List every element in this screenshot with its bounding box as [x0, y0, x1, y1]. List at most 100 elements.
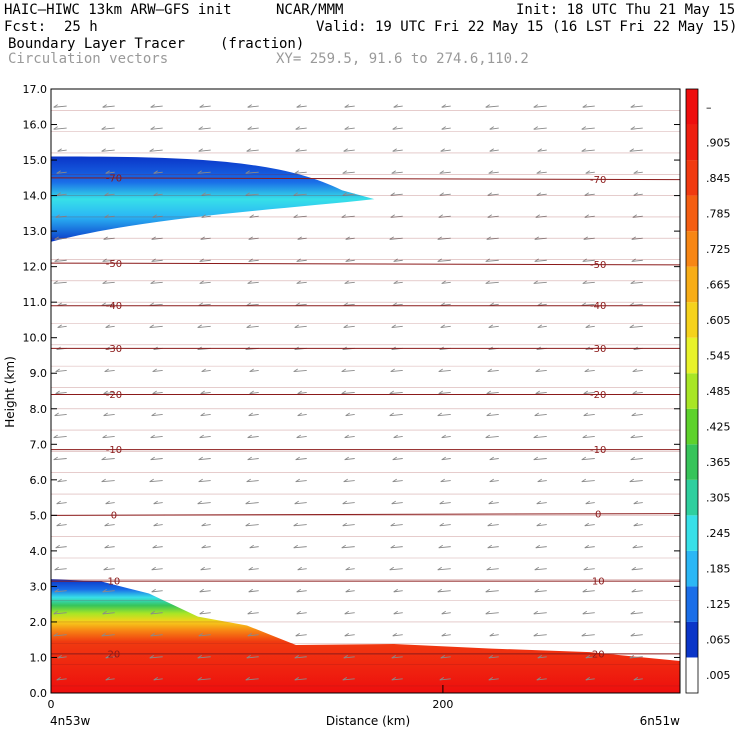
- vector-arrowhead: [439, 170, 444, 174]
- vector-arrowhead: [485, 610, 490, 615]
- vector-arrowhead: [200, 236, 205, 240]
- vector-arrowhead: [343, 478, 348, 483]
- colorbar-swatch: [686, 657, 698, 693]
- y-tick-label: 12.0: [23, 261, 48, 274]
- vector-arrow: [199, 436, 211, 439]
- vector-arrow: [389, 237, 403, 240]
- vector-arrowhead: [487, 522, 492, 527]
- vector-arrow: [392, 480, 403, 483]
- vector-arrowhead: [486, 566, 491, 571]
- vector-arrowhead: [152, 368, 157, 372]
- vector-arrowhead: [245, 677, 250, 681]
- vector-arrow: [150, 458, 163, 461]
- vector-arrowhead: [489, 148, 494, 152]
- vector-arrow: [246, 480, 259, 483]
- vector-arrowhead: [56, 170, 61, 174]
- vector-arrowhead: [631, 588, 637, 593]
- vector-arrowhead: [633, 677, 639, 681]
- vector-arrowhead: [633, 500, 639, 505]
- vector-arrow: [533, 436, 547, 439]
- colorbar-swatch: [686, 160, 698, 196]
- vector-arrow: [582, 612, 595, 615]
- vector-arrowhead: [393, 588, 398, 593]
- vector-arrow: [151, 414, 163, 417]
- vector-arrow: [342, 193, 355, 196]
- vector-arrow: [247, 105, 259, 108]
- vector-arrowhead: [344, 434, 349, 439]
- vector-arrow: [486, 568, 499, 571]
- vector-arrow: [295, 127, 307, 130]
- vector-arrow: [629, 656, 643, 659]
- vector-arrowhead: [535, 544, 540, 549]
- vector-arrowhead: [295, 632, 300, 637]
- vector-arrowhead: [533, 610, 538, 615]
- vector-arrowhead: [584, 368, 590, 372]
- vector-arrowhead: [392, 632, 397, 637]
- vector-arrow: [489, 127, 499, 130]
- vector-arrow: [201, 215, 211, 218]
- vector-arrowhead: [293, 368, 298, 372]
- vector-arrow: [630, 634, 643, 637]
- vector-arrowhead: [57, 324, 62, 328]
- valid-time: Valid: 19 UTC Fri 22 May 15 (16 LST Fri …: [316, 19, 738, 35]
- vector-arrow: [533, 458, 547, 461]
- vector-arrow: [343, 325, 355, 328]
- location-left: 4n53w: [50, 714, 91, 728]
- vector-arrowhead: [294, 324, 299, 328]
- vector-arrow: [389, 391, 403, 395]
- vector-arrowhead: [630, 610, 636, 615]
- vector-arrowhead: [294, 170, 299, 174]
- vector-arrow: [103, 391, 115, 395]
- vector-arrow: [393, 612, 403, 615]
- vector-arrowhead: [53, 104, 58, 108]
- vector-arrow: [534, 568, 547, 571]
- vector-arrowhead: [533, 280, 538, 284]
- vector-arrowhead: [248, 588, 253, 593]
- vector-arrow: [56, 678, 67, 681]
- vector-arrow: [629, 325, 643, 328]
- vector-arrow: [343, 149, 355, 152]
- vector-arrowhead: [583, 566, 589, 571]
- vector-arrowhead: [150, 104, 155, 108]
- vector-arrow: [581, 149, 595, 152]
- vector-arrowhead: [199, 434, 204, 439]
- vector-arrowhead: [246, 654, 251, 659]
- vector-arrow: [247, 127, 259, 130]
- vector-arrowhead: [102, 610, 107, 615]
- vector-arrow: [487, 193, 499, 196]
- vector-arrow: [392, 149, 403, 152]
- vector-arrowhead: [149, 654, 154, 659]
- vector-arrow: [392, 458, 403, 461]
- vector-arrow: [341, 546, 355, 549]
- vector-arrowhead: [486, 390, 491, 394]
- vector-arrowhead: [249, 214, 254, 218]
- vector-arrow: [342, 502, 355, 505]
- vector-arrowhead: [487, 214, 492, 218]
- vector-arrow: [583, 568, 595, 571]
- colorbar-level-label: –: [706, 101, 712, 114]
- vector-arrow: [103, 237, 115, 240]
- vector-arrow: [342, 678, 355, 681]
- vector-arrowhead: [392, 126, 397, 130]
- vector-arrowhead: [247, 126, 252, 130]
- vector-arrow: [533, 634, 547, 637]
- vector-arrow: [582, 259, 595, 262]
- vector-arrowhead: [248, 258, 253, 262]
- vector-arrowhead: [105, 677, 110, 681]
- vector-arrowhead: [245, 522, 250, 527]
- vector-arrow: [197, 656, 211, 659]
- vector-arrowhead: [536, 192, 541, 196]
- vector-arrowhead: [392, 478, 397, 483]
- vector-arrow: [582, 281, 595, 284]
- vector-arrowhead: [102, 258, 107, 262]
- vector-arrow: [247, 612, 259, 615]
- y-tick-label: 15.0: [23, 154, 48, 167]
- vector-arrow: [389, 568, 403, 571]
- y-tick-label: 14.0: [23, 190, 48, 203]
- vector-arrowhead: [152, 214, 157, 218]
- vector-arrowhead: [630, 456, 636, 461]
- vector-arrowhead: [535, 214, 540, 218]
- vector-arrowhead: [295, 456, 300, 461]
- vector-arrowhead: [537, 654, 542, 659]
- contour-line: [51, 513, 680, 516]
